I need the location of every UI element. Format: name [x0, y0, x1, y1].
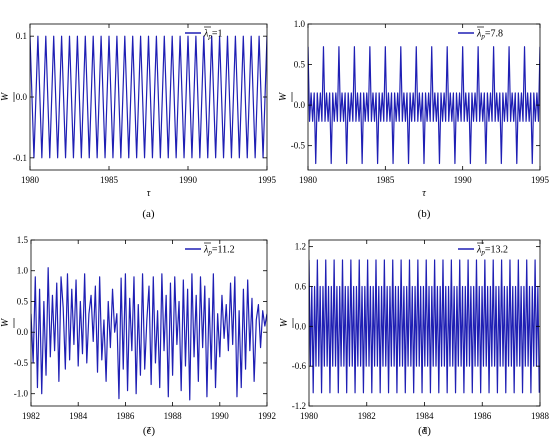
y-tick-label: -0.5 [291, 141, 306, 151]
y-tick-label: 0.0 [294, 100, 306, 110]
x-tick-label: 1995 [258, 175, 277, 185]
panel-caption: (d) [418, 425, 431, 437]
plot-frame [307, 23, 541, 171]
y-tick-label: 1.0 [294, 19, 306, 29]
x-axis-label: τ [423, 424, 427, 435]
y-tick-label: 1.0 [17, 266, 29, 276]
x-tick-label: 1988 [531, 411, 550, 421]
chart-panel-b: 1980 1985 1990 1995 -0.5 0.0 0.5 1.0 τ Wλp=7.8 (b) [278, 19, 550, 220]
legend-label: λp=1 [203, 29, 222, 41]
chart-panel-d: 1980 1982 1984 1986 1988 -1.2 -0.6 0.0 0.6 1.2 τ Wλ… [279, 239, 550, 437]
x-tick-label: 1992 [258, 411, 276, 421]
y-tick-label: 0.0 [295, 321, 307, 331]
x-tick-label: 1980 [21, 175, 40, 185]
y-axis-label: W [278, 91, 289, 101]
x-tick-label: 1980 [300, 411, 319, 421]
y-tick-label: -0.6 [292, 361, 307, 371]
panel-caption: (b) [418, 208, 431, 220]
series-line [309, 259, 540, 394]
x-tick-label: 1985 [100, 175, 119, 185]
series-line [31, 267, 267, 401]
x-axis-label: τ [422, 188, 426, 199]
x-tick-label: 1990 [454, 175, 473, 185]
x-tick-label: 1988 [164, 411, 183, 421]
legend-label: λp=13.2 [476, 245, 508, 257]
chart-panel-a: 1980 1985 1990 1995 -0.1 0.0 0.1 τ Wλp=1 (a) [0, 23, 277, 220]
y-tick-label: 0.5 [294, 60, 306, 70]
x-tick-label: 1984 [416, 411, 435, 421]
legend-label: λp=7.8 [476, 29, 503, 41]
legend-label: λp=11.2 [203, 245, 235, 257]
y-tick-label: -0.1 [13, 153, 27, 163]
chart-panel-c: 1982 1984 1986 1988 1990 1992 -1.0 -0.5 0.0 0.5 1.… [0, 235, 276, 437]
x-tick-label: 1985 [376, 175, 395, 185]
y-axis-label: W [0, 91, 11, 101]
y-tick-label: 1.5 [17, 235, 29, 245]
y-tick-label: -1.2 [292, 401, 306, 411]
y-tick-label: 0.1 [16, 31, 27, 41]
y-tick-label: 0.5 [17, 296, 29, 306]
series-line [30, 35, 267, 159]
x-tick-label: 1990 [211, 411, 230, 421]
y-tick-label: 1.2 [295, 242, 306, 252]
panel-caption: (c) [143, 425, 156, 437]
x-tick-label: 1995 [531, 175, 550, 185]
x-tick-label: 1986 [473, 411, 492, 421]
x-tick-label: 1990 [179, 175, 198, 185]
y-tick-label: 0.0 [17, 327, 29, 337]
y-tick-label: -1.0 [14, 389, 29, 399]
x-axis-label: τ [147, 188, 151, 199]
series-line [308, 46, 540, 165]
plot-frame [30, 239, 268, 407]
x-tick-label: 1986 [116, 411, 135, 421]
x-tick-label: 1982 [358, 411, 376, 421]
y-tick-label: 0.6 [295, 281, 307, 291]
x-tick-label: 1982 [22, 411, 40, 421]
y-tick-label: -0.5 [14, 358, 29, 368]
y-axis-label: W [279, 317, 290, 327]
panel-caption: (a) [142, 208, 155, 220]
x-axis-label: τ [147, 424, 151, 435]
x-tick-label: 1984 [69, 411, 88, 421]
x-tick-label: 1980 [299, 175, 318, 185]
y-axis-label: W [0, 317, 11, 327]
y-tick-label: 0.0 [16, 92, 28, 102]
